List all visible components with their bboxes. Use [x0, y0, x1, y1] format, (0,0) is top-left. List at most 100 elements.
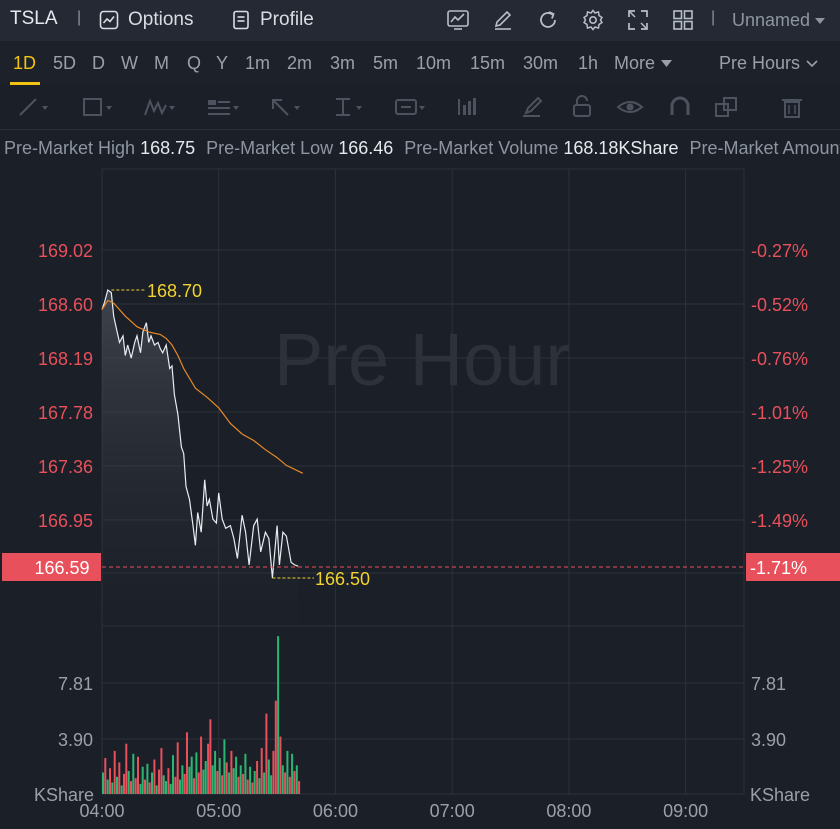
percent-tick-label: -1.01% [751, 403, 808, 423]
period-tab-w[interactable]: W [121, 53, 138, 73]
volume-bar [153, 759, 156, 794]
percent-tick-label: -1.25% [751, 457, 808, 477]
volume-bar [256, 761, 259, 794]
pre-market-high-label: Pre-Market High [4, 138, 136, 158]
session-dropdown[interactable]: Pre Hours [719, 53, 818, 74]
more-label: More [614, 53, 656, 73]
volume-bar [197, 772, 200, 794]
volume-bar [260, 748, 263, 794]
volume-bar [193, 778, 195, 794]
volume-bar [288, 776, 291, 794]
measure-icon[interactable] [455, 95, 489, 119]
period-tab-y[interactable]: Y [216, 53, 229, 73]
clone-icon[interactable] [712, 95, 746, 119]
volume-bar [291, 753, 294, 794]
period-tab-1d[interactable]: 1D [13, 53, 37, 73]
volume-bar [165, 781, 167, 794]
brush-icon[interactable] [518, 95, 552, 119]
volume-bar [151, 772, 153, 794]
volume-bar [167, 768, 170, 794]
settings-gear-icon[interactable] [580, 7, 606, 33]
period-tab-m[interactable]: M [154, 53, 169, 73]
symbol-label[interactable]: TSLA [10, 8, 58, 29]
pre-market-amount-label: Pre-Market Amount [689, 138, 840, 158]
text-label-icon[interactable] [393, 95, 427, 119]
period-tab-2m[interactable]: 2m [287, 53, 313, 73]
text-annotation-icon[interactable] [206, 95, 240, 119]
time-tick-label: 05:00 [196, 801, 241, 821]
rectangle-icon[interactable] [80, 95, 114, 119]
more-periods-dropdown[interactable]: More [614, 53, 673, 74]
low-marker-label: 166.50 [315, 569, 370, 589]
volume-bar [270, 775, 273, 794]
options-button[interactable]: Options [98, 8, 193, 32]
eye-icon[interactable] [614, 95, 648, 119]
current-price-value: 166.59 [34, 558, 89, 578]
volume-bar [223, 739, 226, 794]
period-tab-d[interactable]: D [92, 53, 105, 73]
volume-bar [267, 759, 270, 794]
volume-bar [148, 782, 151, 794]
active-period-indicator [10, 82, 40, 85]
pencil-edit-icon[interactable] [490, 7, 516, 33]
price-chart[interactable]: Pre Hour 168.70 166.50 166.59 -1.71% 169.02 16… [0, 167, 840, 829]
volume-bar [106, 779, 109, 794]
profile-button[interactable]: Profile [230, 8, 314, 32]
profile-document-icon [233, 10, 249, 30]
volume-bar [225, 762, 228, 794]
price-tick-label: 169.02 [38, 241, 93, 261]
volume-bar [253, 771, 256, 794]
volume-bar [298, 781, 301, 794]
period-tab-1h[interactable]: 1h [578, 53, 599, 73]
caret-down-icon [661, 60, 673, 67]
high-marker-label: 168.70 [147, 281, 202, 301]
percent-tick-label: -0.76% [751, 349, 808, 369]
period-tab-5d[interactable]: 5D [53, 53, 77, 73]
period-tab-1m[interactable]: 1m [245, 53, 271, 73]
period-tab-10m[interactable]: 10m [416, 53, 452, 73]
layout-name-dropdown[interactable]: Unnamed [732, 10, 826, 31]
period-tab-3m[interactable]: 3m [330, 53, 356, 73]
grid-layout-icon[interactable] [670, 7, 696, 33]
current-price-badge [2, 553, 101, 581]
price-tick-label: 167.78 [38, 403, 93, 423]
volume-bar [134, 778, 137, 794]
volume-bar [293, 771, 296, 794]
refresh-icon[interactable] [535, 7, 561, 33]
trend-line-icon[interactable] [16, 95, 50, 119]
volume-bar [272, 750, 275, 794]
trash-icon[interactable] [776, 95, 810, 119]
price-tick-label: 167.36 [38, 457, 93, 477]
volume-bar [109, 768, 111, 794]
period-tab-5m[interactable]: 5m [373, 53, 399, 73]
time-tick-label: 09:00 [663, 801, 708, 821]
percent-tick-label: -0.52% [751, 295, 808, 315]
chart-indicator-icon[interactable] [445, 7, 471, 33]
arrow-icon[interactable] [268, 95, 302, 119]
pattern-icon[interactable] [143, 95, 177, 119]
period-tab-q[interactable]: Q [187, 53, 202, 73]
volume-tick-label-right: 3.90 [751, 730, 786, 750]
volume-bar [181, 765, 184, 794]
lock-icon[interactable] [566, 95, 600, 119]
plot-frame [101, 168, 745, 795]
vertical-line-icon[interactable] [330, 95, 364, 119]
time-tick-label: 07:00 [430, 801, 475, 821]
volume-bar [202, 769, 205, 794]
magnet-icon[interactable] [664, 95, 698, 119]
pre-market-stats-bar: Pre-Market High 168.75 Pre-Market Low 16… [0, 131, 840, 167]
volume-bar [174, 776, 177, 794]
period-tab-30m[interactable]: 30m [523, 53, 559, 73]
period-tab-15m[interactable]: 15m [470, 53, 506, 73]
profile-label: Profile [260, 9, 314, 30]
volume-bar [132, 753, 135, 794]
volume-bar [169, 783, 172, 794]
volume-unit-label: KShare [34, 785, 94, 805]
current-percent-value: -1.71% [750, 558, 807, 578]
volume-bar [186, 732, 188, 794]
volume-bar [120, 785, 123, 794]
fullscreen-icon[interactable] [625, 7, 651, 33]
volume-bar [286, 750, 289, 794]
volume-bar [104, 758, 107, 794]
options-label: Options [128, 9, 194, 30]
